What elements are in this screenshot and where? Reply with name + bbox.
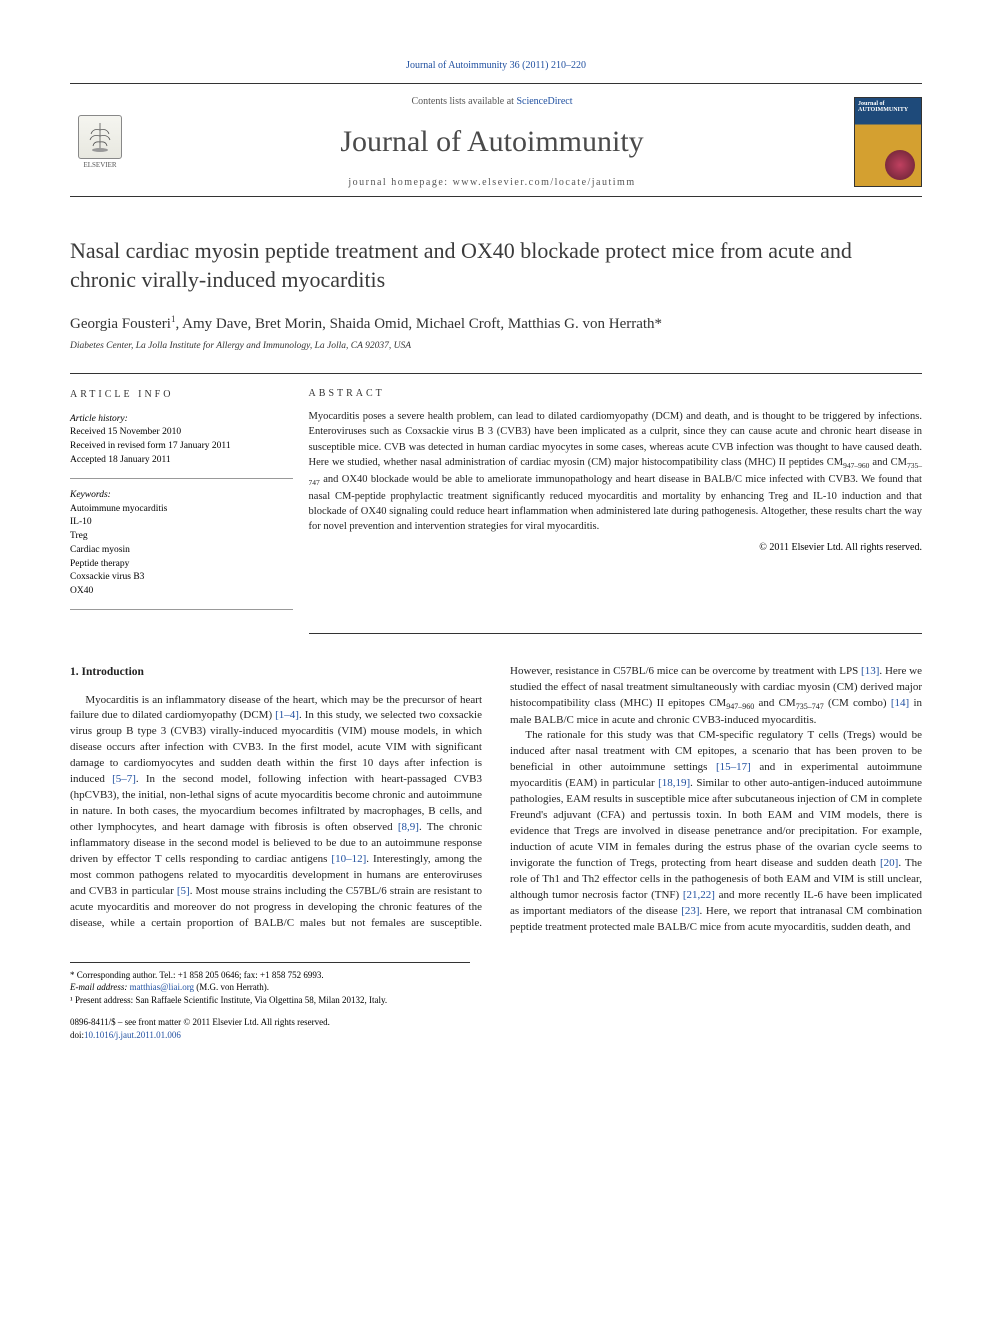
- article-info-column: ARTICLE INFO Article history: Received 1…: [70, 374, 309, 634]
- ref-link[interactable]: [18,19]: [658, 777, 690, 789]
- revised-date: Received in revised form 17 January 2011: [70, 440, 293, 454]
- keyword-item: IL-10: [70, 516, 293, 530]
- email-label: E-mail address:: [70, 982, 130, 992]
- journal-cover-thumbnail: Journal ofAUTOIMMUNITY: [854, 97, 922, 187]
- received-date: Received 15 November 2010: [70, 426, 293, 440]
- ref-link[interactable]: [10–12]: [331, 853, 366, 865]
- ref-link[interactable]: [23]: [681, 905, 699, 917]
- doi-link[interactable]: 10.1016/j.jaut.2011.01.006: [84, 1030, 181, 1040]
- author-list: Georgia Fousteri1, Amy Dave, Bret Morin,…: [70, 314, 922, 333]
- email-suffix: (M.G. von Herrath).: [194, 982, 269, 992]
- abstract-column: ABSTRACT Myocarditis poses a severe heal…: [309, 374, 922, 634]
- article-title: Nasal cardiac myosin peptide treatment a…: [70, 237, 922, 294]
- keyword-item: Treg: [70, 530, 293, 544]
- journal-header: ELSEVIER Contents lists available at Sci…: [70, 83, 922, 197]
- cover-label-main: AUTOIMMUNITY: [858, 107, 908, 113]
- present-address: ¹ Present address: San Raffaele Scientif…: [70, 994, 470, 1007]
- keywords-label: Keywords:: [70, 489, 293, 503]
- history-label: Article history:: [70, 413, 293, 427]
- sciencedirect-link[interactable]: ScienceDirect: [516, 96, 572, 107]
- footer: 0896-8411/$ – see front matter © 2011 El…: [70, 1016, 922, 1041]
- elsevier-logo: ELSEVIER: [70, 107, 130, 177]
- affiliation: Diabetes Center, La Jolla Institute for …: [70, 341, 922, 351]
- body-text: 1. Introduction Myocarditis is an inflam…: [70, 664, 922, 936]
- doi-label: doi:: [70, 1030, 84, 1040]
- corresponding-author: * Corresponding author. Tel.: +1 858 205…: [70, 969, 470, 982]
- ref-link[interactable]: [1–4]: [275, 709, 299, 721]
- homepage-line: journal homepage: www.elsevier.com/locat…: [130, 177, 854, 188]
- ref-link[interactable]: [5–7]: [112, 773, 136, 785]
- contents-prefix: Contents lists available at: [411, 96, 516, 107]
- keyword-item: Peptide therapy: [70, 558, 293, 572]
- abstract-text: Myocarditis poses a severe health proble…: [309, 409, 922, 534]
- abstract-heading: ABSTRACT: [309, 388, 922, 399]
- keyword-item: Autoimmune myocarditis: [70, 503, 293, 517]
- ref-link[interactable]: [14]: [891, 697, 909, 709]
- abstract-copyright: © 2011 Elsevier Ltd. All rights reserved…: [309, 542, 922, 553]
- ref-link[interactable]: [5]: [177, 885, 190, 897]
- header-citation: Journal of Autoimmunity 36 (2011) 210–22…: [70, 60, 922, 71]
- keyword-item: OX40: [70, 585, 293, 599]
- contents-line: Contents lists available at ScienceDirec…: [130, 96, 854, 107]
- ref-link[interactable]: [15–17]: [716, 761, 751, 773]
- keyword-item: Coxsackie virus B3: [70, 571, 293, 585]
- publisher-name: ELSEVIER: [83, 161, 116, 169]
- keywords-list: Autoimmune myocarditisIL-10TregCardiac m…: [70, 503, 293, 599]
- ref-link[interactable]: [13]: [861, 665, 879, 677]
- elsevier-tree-icon: [78, 115, 122, 159]
- ref-link[interactable]: [20]: [880, 857, 898, 869]
- cover-art-icon: [885, 150, 915, 180]
- article-info-heading: ARTICLE INFO: [70, 388, 293, 403]
- section-heading-intro: 1. Introduction: [70, 664, 482, 681]
- keyword-item: Cardiac myosin: [70, 544, 293, 558]
- email-link[interactable]: matthias@liai.org: [130, 982, 194, 992]
- homepage-url[interactable]: www.elsevier.com/locate/jautimm: [453, 177, 636, 188]
- ref-link[interactable]: [21,22]: [683, 889, 715, 901]
- journal-title: Journal of Autoimmunity: [130, 125, 854, 159]
- front-matter-line: 0896-8411/$ – see front matter © 2011 El…: [70, 1016, 922, 1029]
- homepage-prefix: journal homepage:: [348, 177, 452, 188]
- ref-link[interactable]: [8,9]: [398, 821, 419, 833]
- accepted-date: Accepted 18 January 2011: [70, 454, 293, 468]
- footnotes: * Corresponding author. Tel.: +1 858 205…: [70, 962, 470, 1007]
- email-line: E-mail address: matthias@liai.org (M.G. …: [70, 981, 470, 994]
